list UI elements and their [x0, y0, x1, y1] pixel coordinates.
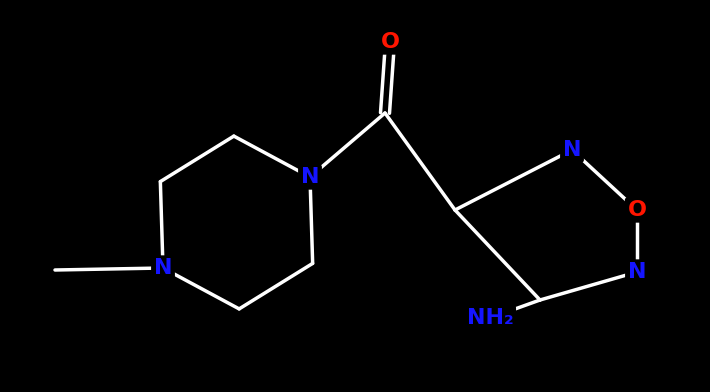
Text: N: N — [301, 167, 320, 187]
Text: N: N — [154, 258, 173, 278]
Text: N: N — [628, 262, 646, 282]
Text: O: O — [381, 32, 400, 52]
Text: N: N — [563, 140, 581, 160]
Text: NH₂: NH₂ — [466, 308, 513, 328]
Text: O: O — [628, 200, 647, 220]
